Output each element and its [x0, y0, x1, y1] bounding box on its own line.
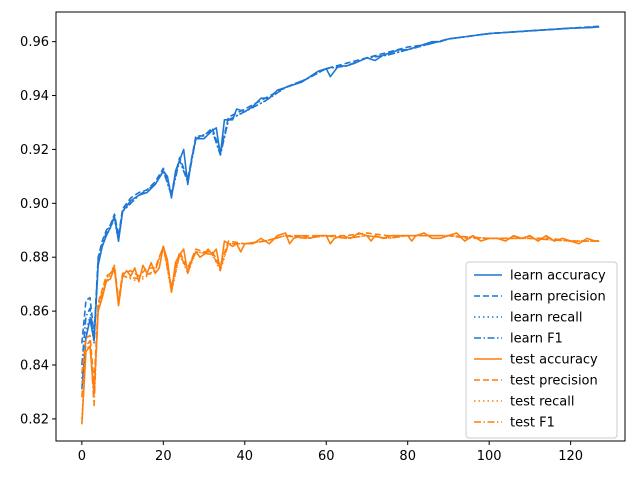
plot-lines [81, 25, 600, 425]
series-line-learn-precision [81, 25, 600, 344]
y-tick-label: 0.92 [20, 143, 49, 158]
series-line-learn-accuracy [81, 26, 600, 390]
legend-label: learn F1 [510, 332, 563, 347]
x-tick-label: 40 [237, 449, 254, 464]
legend-label: test F1 [510, 416, 555, 431]
y-tick-label: 0.84 [20, 359, 49, 374]
series-line-test-f1 [81, 234, 600, 407]
series-line-learn-recall [81, 26, 600, 379]
x-tick-label: 80 [399, 449, 416, 464]
legend-label: learn recall [510, 311, 582, 326]
y-tick-label: 0.88 [20, 251, 49, 266]
y-tick-label: 0.86 [20, 305, 49, 320]
x-tick-label: 100 [477, 449, 502, 464]
y-axis: 0.82 0.84 0.86 0.88 0.90 0.92 0.94 0.96 [20, 35, 56, 427]
x-tick-label: 0 [78, 449, 86, 464]
legend-label: test recall [510, 395, 575, 410]
y-tick-label: 0.96 [20, 35, 49, 50]
legend-label: learn precision [510, 290, 606, 305]
y-tick-label: 0.90 [20, 197, 49, 212]
x-axis: 0 20 40 60 80 100 120 [78, 441, 583, 464]
legend-box [465, 261, 618, 439]
legend-label: test accuracy [510, 353, 598, 368]
x-tick-label: 120 [558, 449, 583, 464]
series-line-learn-f1 [81, 26, 600, 366]
series-line-test-accuracy [81, 232, 600, 425]
x-tick-label: 60 [318, 449, 335, 464]
y-tick-label: 0.94 [20, 89, 49, 104]
x-tick-label: 20 [155, 449, 172, 464]
y-tick-label: 0.82 [20, 412, 49, 427]
legend: learn accuracy learn precision learn recal… [465, 261, 618, 439]
plot-frame [55, 11, 626, 442]
legend-label: learn accuracy [510, 269, 606, 284]
legend-label: test precision [510, 374, 598, 389]
